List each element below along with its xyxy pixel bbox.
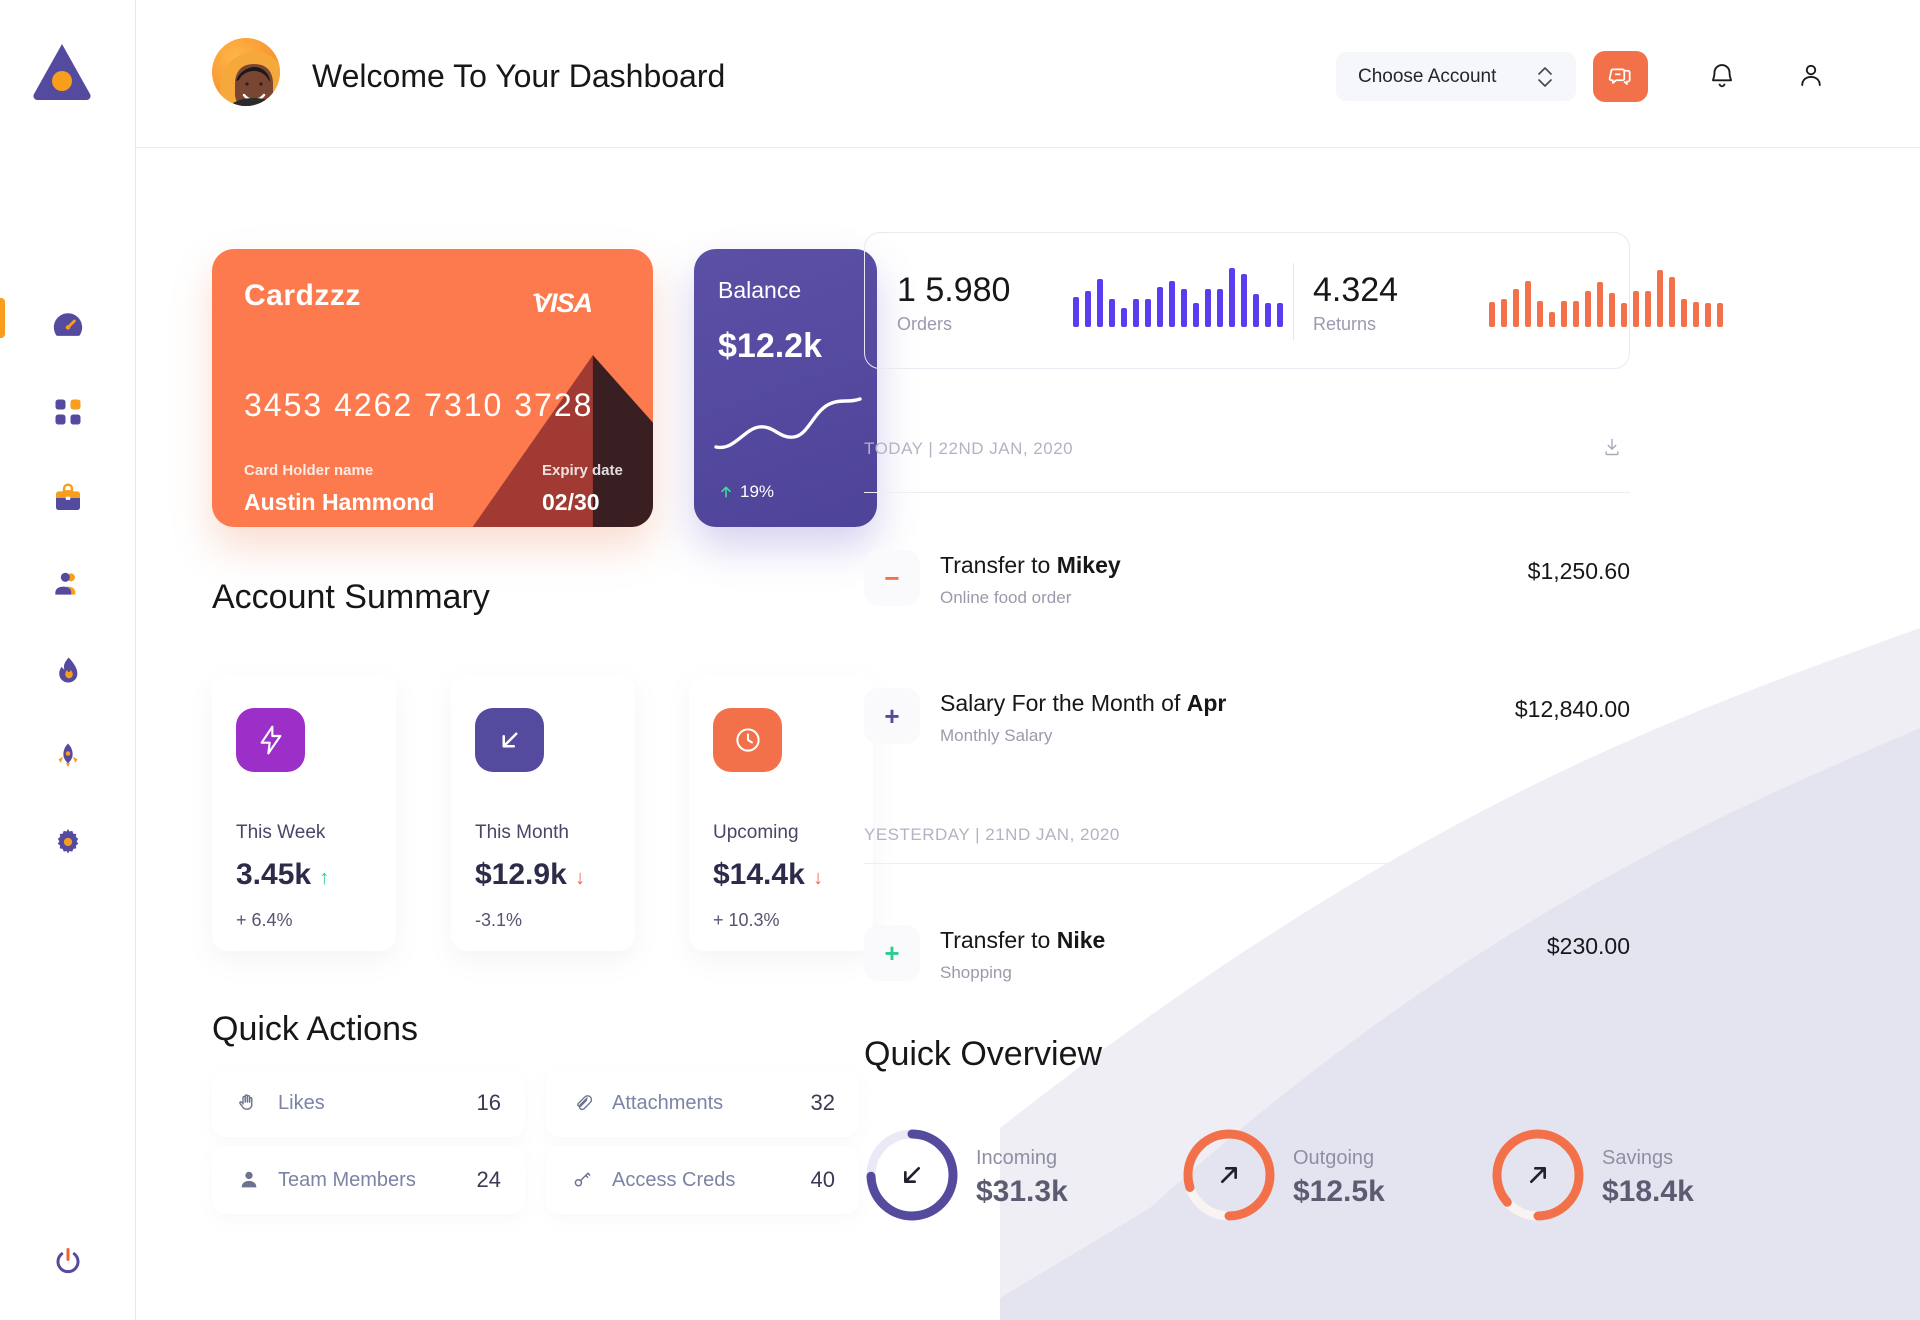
svg-text:VISA: VISA (533, 288, 592, 318)
